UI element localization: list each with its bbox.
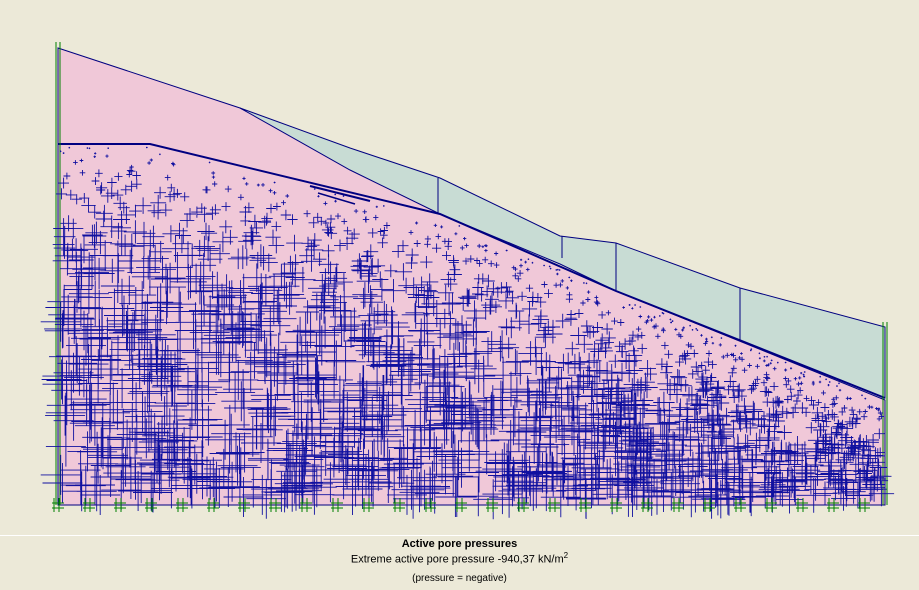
extreme-pressure-value: -940,37 — [497, 553, 535, 566]
extreme-pressure-line: Extreme active pore pressure -940,37 kN/… — [0, 551, 919, 566]
output-caption: Active pore pressures Extreme active por… — [0, 535, 919, 590]
bottom-fixity-marks — [52, 498, 870, 512]
pressure-unit: kN/m — [537, 553, 564, 566]
geometry-line — [309, 185, 371, 202]
sign-convention-note: (pressure = negative) — [412, 573, 507, 584]
bottom-boundary-fixities — [52, 498, 870, 512]
phreatic-line — [58, 143, 886, 399]
geometry-line — [317, 192, 356, 205]
caption-title: Active pore pressures — [401, 538, 518, 550]
pore-pressure-plot — [40, 42, 895, 520]
soil-body — [57, 47, 886, 506]
pore-pressure-crosses — [40, 146, 895, 520]
extreme-pressure-label: Extreme active pore pressure — [350, 553, 495, 566]
pressure-cross-set — [40, 146, 895, 520]
pressure-unit-exponent: 2 — [563, 551, 569, 560]
